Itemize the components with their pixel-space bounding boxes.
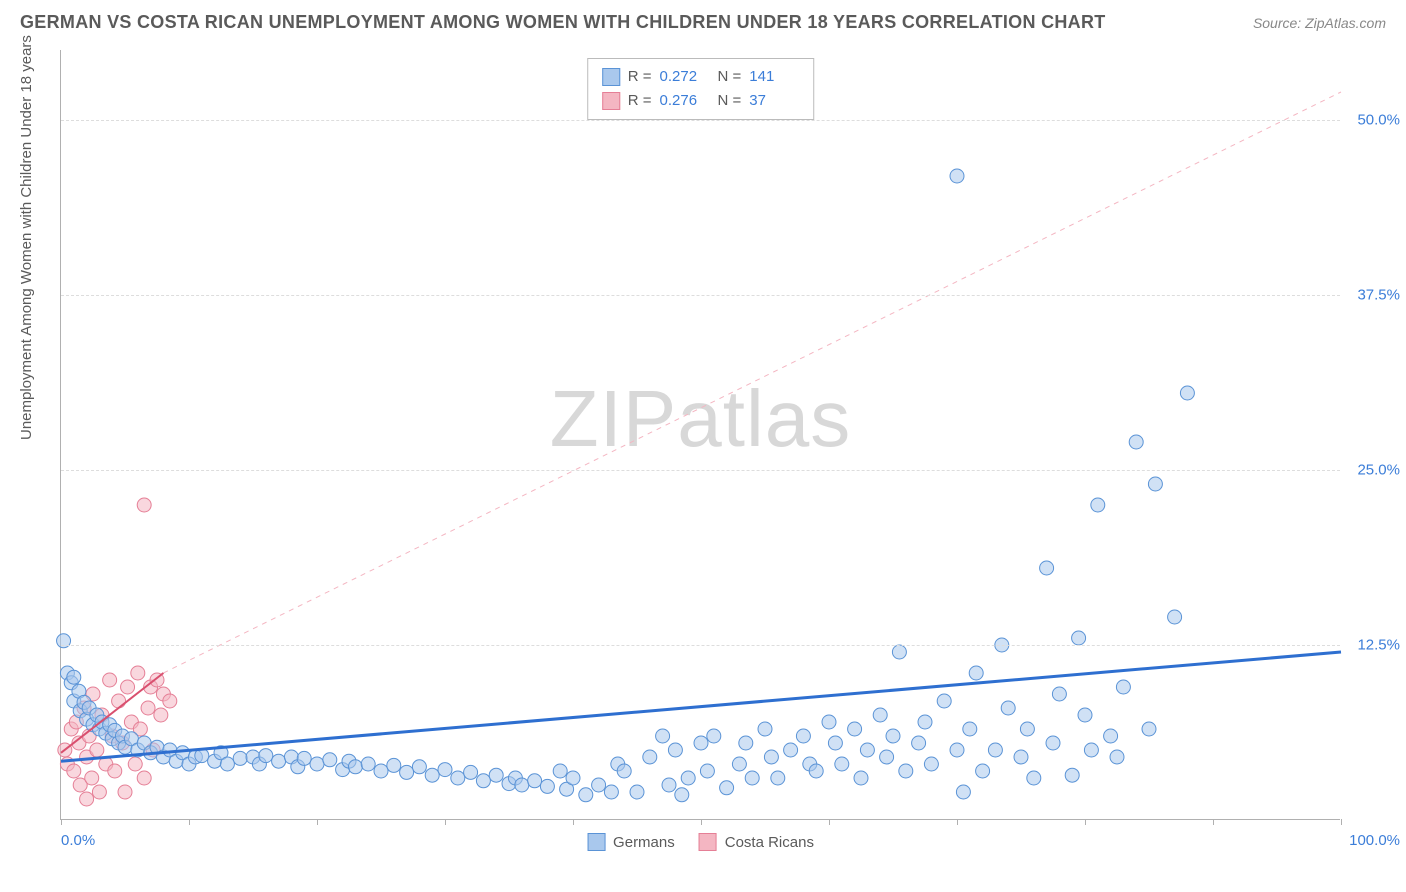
x-axis-max-label: 100.0% — [1349, 832, 1400, 849]
y-axis-label: Unemployment Among Women with Children U… — [18, 35, 35, 440]
y-tick-label: 50.0% — [1357, 112, 1400, 129]
x-tick — [61, 819, 62, 825]
x-axis-min-label: 0.0% — [61, 832, 95, 849]
x-tick — [829, 819, 830, 825]
y-tick-label: 25.0% — [1357, 462, 1400, 479]
series-legend: Germans Costa Ricans — [587, 833, 814, 851]
chart-title: GERMAN VS COSTA RICAN UNEMPLOYMENT AMONG… — [20, 12, 1106, 33]
x-tick — [957, 819, 958, 825]
gridline — [61, 645, 1340, 646]
stats-row-costaricans: R = 0.276 N = 37 — [602, 89, 800, 113]
x-tick — [189, 819, 190, 825]
swatch-germans — [602, 68, 620, 86]
gridline — [61, 295, 1340, 296]
legend-swatch-germans — [587, 833, 605, 851]
y-tick-label: 37.5% — [1357, 287, 1400, 304]
x-tick — [701, 819, 702, 825]
x-tick — [1341, 819, 1342, 825]
gridline — [61, 470, 1340, 471]
chart-plot-area: ZIPatlas R = 0.272 N = 141 R = 0.276 N =… — [60, 50, 1340, 820]
swatch-costaricans — [602, 92, 620, 110]
gridline — [61, 120, 1340, 121]
scatter-svg — [61, 50, 1340, 819]
x-tick — [1213, 819, 1214, 825]
source-label: Source: ZipAtlas.com — [1253, 15, 1386, 31]
legend-item-costaricans: Costa Ricans — [699, 833, 814, 851]
legend-item-germans: Germans — [587, 833, 675, 851]
y-tick-label: 12.5% — [1357, 637, 1400, 654]
x-tick — [1085, 819, 1086, 825]
stats-row-germans: R = 0.272 N = 141 — [602, 65, 800, 89]
x-tick — [445, 819, 446, 825]
legend-swatch-costaricans — [699, 833, 717, 851]
stats-legend-box: R = 0.272 N = 141 R = 0.276 N = 37 — [587, 58, 815, 120]
x-tick — [317, 819, 318, 825]
x-tick — [573, 819, 574, 825]
